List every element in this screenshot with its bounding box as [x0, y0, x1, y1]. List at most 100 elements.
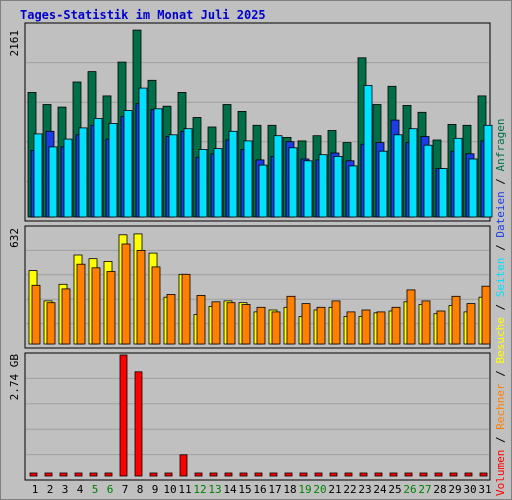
legend-dateien: Dateien [494, 191, 507, 237]
x-tick-label-day-5: 5 [92, 483, 99, 496]
x-tick-label-day-3: 3 [62, 483, 69, 496]
bar-seiten-day-23 [363, 85, 373, 218]
x-tick-label-day-6: 6 [107, 483, 114, 496]
bar-volumen-day-19 [299, 472, 308, 477]
bar-volumen-day-29 [449, 472, 458, 477]
x-tick-label-day-22: 22 [343, 483, 356, 496]
bar-rechner-day-4 [76, 263, 86, 345]
x-tick-label-day-10: 10 [163, 483, 176, 496]
bar-seiten-day-13 [213, 148, 223, 218]
x-tick-label-day-8: 8 [137, 483, 144, 496]
bar-volumen-day-3 [59, 472, 68, 477]
x-tick-label-day-15: 15 [238, 483, 251, 496]
x-tick-label-day-13: 13 [208, 483, 221, 496]
x-tick-label-day-9: 9 [152, 483, 159, 496]
bar-seiten-day-18 [288, 147, 298, 218]
bar-seiten-day-9 [153, 108, 163, 218]
x-tick-label-day-17: 17 [268, 483, 281, 496]
bar-rechner-day-27 [421, 300, 431, 345]
legend-separator: / [494, 364, 507, 384]
bar-volumen-day-28 [434, 472, 443, 477]
legend-separator: / [494, 238, 507, 258]
bars [27, 29, 493, 477]
bar-rechner-day-29 [451, 295, 461, 345]
x-axis-labels: 1 2 3 4 5 6 7 8 9 10 11 12 13 14 15 16 17 18 19 20 21 22 23 24 2… [32, 483, 492, 496]
bar-rechner-day-10 [166, 293, 176, 345]
bar-seiten-day-8 [138, 87, 148, 218]
x-tick-label-day-7: 7 [122, 483, 129, 496]
bar-volumen-day-10 [164, 472, 173, 477]
bar-volumen-day-30 [464, 472, 473, 477]
x-tick-label-day-24: 24 [373, 483, 387, 496]
bar-seiten-day-31 [483, 124, 493, 218]
x-tick-label-day-19: 19 [298, 483, 311, 496]
bar-volumen-day-8 [134, 371, 143, 477]
bar-seiten-day-14 [228, 130, 238, 218]
legend-besuche: Besuche [494, 317, 507, 363]
bar-rechner-day-21 [331, 300, 341, 345]
bar-seiten-day-19 [303, 160, 313, 218]
bar-rechner-day-23 [361, 309, 371, 345]
series-legend: Volumen / Rechner / Besuche / Seiten / D… [494, 118, 507, 496]
bar-seiten-day-17 [273, 135, 283, 218]
bar-seiten-day-6 [108, 123, 118, 218]
bar-seiten-day-12 [198, 149, 208, 218]
bar-volumen-day-26 [404, 472, 413, 477]
bar-rechner-day-31 [481, 285, 491, 345]
bar-rechner-day-28 [436, 310, 446, 345]
bar-volumen-day-2 [44, 472, 53, 477]
x-tick-label-day-30: 30 [463, 483, 476, 496]
bar-rechner-day-3 [61, 288, 71, 345]
bar-rechner-day-6 [106, 271, 116, 345]
bar-volumen-day-11 [179, 454, 188, 477]
x-tick-label-day-23: 23 [358, 483, 371, 496]
bar-rechner-day-16 [256, 306, 266, 345]
bar-rechner-day-2 [46, 302, 56, 345]
bar-seiten-day-29 [453, 137, 463, 218]
bar-volumen-day-7 [119, 354, 128, 477]
x-tick-label-day-31: 31 [478, 483, 491, 496]
x-tick-label-day-1: 1 [32, 483, 39, 496]
bar-rechner-day-20 [316, 306, 326, 345]
bar-rechner-day-5 [91, 267, 101, 345]
bar-seiten-day-22 [348, 165, 358, 218]
bar-rechner-day-17 [271, 311, 281, 345]
bar-volumen-day-21 [329, 472, 338, 477]
bar-volumen-day-15 [239, 472, 248, 477]
x-tick-label-day-20: 20 [313, 483, 326, 496]
bar-volumen-day-4 [74, 472, 83, 477]
x-tick-label-day-16: 16 [253, 483, 266, 496]
legend-seiten: Seiten [494, 258, 507, 298]
bar-volumen-day-23 [359, 472, 368, 477]
bar-volumen-day-13 [209, 472, 218, 477]
bar-volumen-day-27 [419, 472, 428, 477]
bar-volumen-day-12 [194, 472, 203, 477]
bar-volumen-day-20 [314, 472, 323, 477]
bar-volumen-day-25 [389, 472, 398, 477]
x-tick-label-day-14: 14 [223, 483, 237, 496]
bar-rechner-day-26 [406, 289, 416, 345]
bar-seiten-day-2 [48, 146, 58, 218]
bar-seiten-day-24 [378, 150, 388, 218]
bar-volumen-day-17 [269, 472, 278, 477]
bar-seiten-day-30 [468, 158, 478, 218]
bar-volumen-day-5 [89, 472, 98, 477]
bar-seiten-day-11 [183, 128, 193, 218]
x-tick-label-day-27: 27 [418, 483, 431, 496]
bar-seiten-day-7 [123, 110, 133, 218]
bar-rechner-day-1 [31, 284, 41, 345]
bar-volumen-day-9 [149, 472, 158, 477]
bar-seiten-day-5 [93, 118, 103, 218]
bar-volumen-day-18 [284, 472, 293, 477]
x-tick-label-day-4: 4 [77, 483, 84, 496]
legend-volumen: Volumen [494, 450, 507, 496]
x-tick-label-day-18: 18 [283, 483, 296, 496]
x-tick-label-day-28: 28 [433, 483, 446, 496]
legend-separator: / [494, 430, 507, 450]
x-tick-label-day-12: 12 [193, 483, 206, 496]
x-tick-label-day-29: 29 [448, 483, 461, 496]
bar-rechner-day-13 [211, 301, 221, 345]
bar-volumen-day-22 [344, 472, 353, 477]
panel-bottom-plot-area [24, 352, 491, 481]
